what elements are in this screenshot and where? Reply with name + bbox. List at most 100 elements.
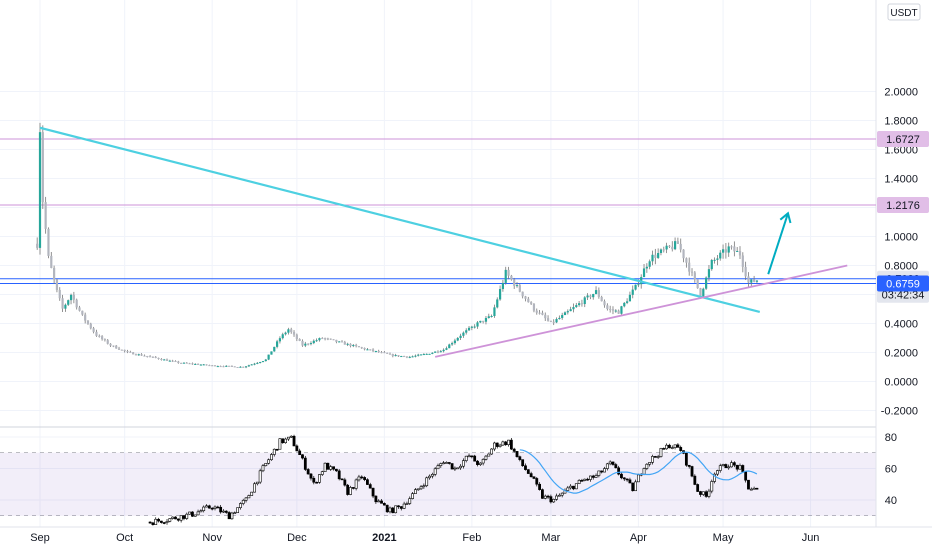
rsi-bar-body bbox=[495, 442, 499, 447]
rsi-bar-body bbox=[594, 475, 598, 478]
time-tick-label: Mar bbox=[541, 532, 560, 544]
rsi-bar-body bbox=[727, 466, 731, 469]
rsi-bar-body bbox=[385, 504, 389, 513]
price-axis[interactable]: 2.00001.80001.60001.40001.20001.00000.80… bbox=[881, 87, 918, 418]
rsi-bar-body bbox=[241, 500, 245, 504]
candle-body bbox=[363, 347, 366, 350]
rsi-bar-body bbox=[250, 491, 254, 496]
candle-body bbox=[146, 355, 149, 357]
rsi-bar-body bbox=[284, 438, 287, 444]
candle-body bbox=[482, 320, 485, 322]
rsi-bar-body bbox=[566, 487, 570, 491]
rsi-bar-body bbox=[227, 512, 231, 520]
rsi-bar-body bbox=[546, 495, 550, 498]
candle-body bbox=[535, 310, 538, 313]
rsi-bar-body bbox=[741, 465, 745, 473]
rsi-bar-body bbox=[589, 475, 592, 480]
horizontal-line-label-box bbox=[877, 130, 929, 147]
rsi-bar-body bbox=[337, 470, 341, 480]
rsi-bar-body bbox=[264, 462, 268, 466]
candle-body bbox=[405, 356, 409, 358]
rsi-bar-body bbox=[634, 481, 637, 492]
candle-body bbox=[157, 357, 160, 359]
rsi-bar-body bbox=[326, 462, 330, 470]
rsi-bar-body bbox=[261, 465, 265, 472]
rsi-axis[interactable]: 80 60 40 bbox=[885, 432, 897, 507]
candle-body bbox=[617, 310, 620, 314]
candle-body bbox=[400, 356, 403, 358]
candle-body bbox=[685, 258, 688, 263]
rsi-bar-body bbox=[478, 462, 482, 465]
rsi-bar-body bbox=[422, 485, 426, 488]
rsi-tick-label: 40 bbox=[885, 495, 897, 507]
candle-body bbox=[578, 303, 581, 306]
candle-body bbox=[467, 327, 471, 331]
candle-body bbox=[148, 356, 152, 358]
rsi-bar-body bbox=[436, 465, 440, 470]
rsi-bar-body bbox=[459, 465, 462, 469]
candle-body bbox=[625, 301, 629, 303]
rsi-bar-body bbox=[732, 462, 736, 466]
candle-body bbox=[360, 347, 363, 349]
candle-body bbox=[428, 353, 431, 355]
candle-body bbox=[292, 332, 296, 335]
rsi-bar-body bbox=[724, 464, 728, 469]
rsi-bar-body bbox=[174, 516, 177, 520]
rsi-bar-body bbox=[382, 503, 386, 506]
rsi-bar-body bbox=[744, 471, 748, 481]
candle-body bbox=[719, 252, 722, 259]
rsi-bar-body bbox=[168, 518, 172, 522]
rsi-bar-body bbox=[453, 467, 457, 470]
rsi-bar-body bbox=[159, 520, 163, 523]
candle-body bbox=[72, 294, 75, 300]
rsi-bar-body bbox=[600, 470, 604, 473]
candle-body bbox=[583, 297, 586, 305]
horizontal-line-label-text: 1.2176 bbox=[886, 200, 920, 212]
candle-body bbox=[199, 364, 202, 366]
rsi-bar-body bbox=[487, 453, 491, 457]
candle-body bbox=[572, 307, 575, 310]
rsi-bar-body bbox=[583, 478, 587, 481]
time-axis[interactable]: Sep Oct Nov Dec 2021 Feb Mar Apr May Jun bbox=[30, 532, 819, 544]
candle-body bbox=[213, 365, 217, 367]
rsi-bar-body bbox=[543, 495, 547, 499]
rsi-bar-body bbox=[529, 473, 533, 478]
candle-body bbox=[137, 354, 140, 356]
rsi-bar-body bbox=[552, 499, 556, 503]
candle-body bbox=[53, 267, 56, 280]
candle-body bbox=[165, 359, 169, 361]
candle-body bbox=[216, 366, 219, 368]
rsi-bar-body bbox=[414, 489, 417, 494]
rsi-bar-body bbox=[493, 442, 496, 450]
candle-body bbox=[490, 316, 493, 318]
candle-body bbox=[453, 340, 457, 344]
rsi-tick-label: 60 bbox=[885, 464, 897, 476]
candle-body bbox=[343, 342, 346, 345]
candle-body bbox=[61, 298, 64, 309]
candle-body bbox=[521, 291, 524, 297]
candle-body bbox=[352, 345, 355, 347]
candle-body bbox=[50, 255, 53, 268]
candle-body bbox=[498, 289, 502, 300]
candle-body bbox=[597, 290, 600, 297]
time-tick-label: Apr bbox=[630, 532, 647, 544]
drawings[interactable] bbox=[39, 126, 848, 358]
candle-body bbox=[665, 245, 668, 250]
rsi-bar-body bbox=[538, 483, 541, 490]
candle-body bbox=[329, 338, 332, 340]
rsi-bar-body bbox=[659, 448, 663, 457]
candle-body bbox=[450, 343, 454, 345]
candle-body bbox=[281, 334, 284, 339]
rsi-bar-body bbox=[411, 493, 414, 499]
candle-body bbox=[555, 319, 558, 323]
rsi-bar-body bbox=[270, 454, 273, 461]
candle-body bbox=[527, 298, 530, 303]
rsi-bar-body bbox=[366, 479, 369, 485]
candle-body bbox=[693, 272, 696, 280]
currency-label[interactable]: USDT bbox=[887, 3, 921, 21]
candle-body bbox=[671, 246, 674, 250]
rsi-bar-body bbox=[620, 473, 623, 479]
rsi-bar-body bbox=[721, 464, 725, 466]
rsi-bar-body bbox=[704, 491, 708, 497]
